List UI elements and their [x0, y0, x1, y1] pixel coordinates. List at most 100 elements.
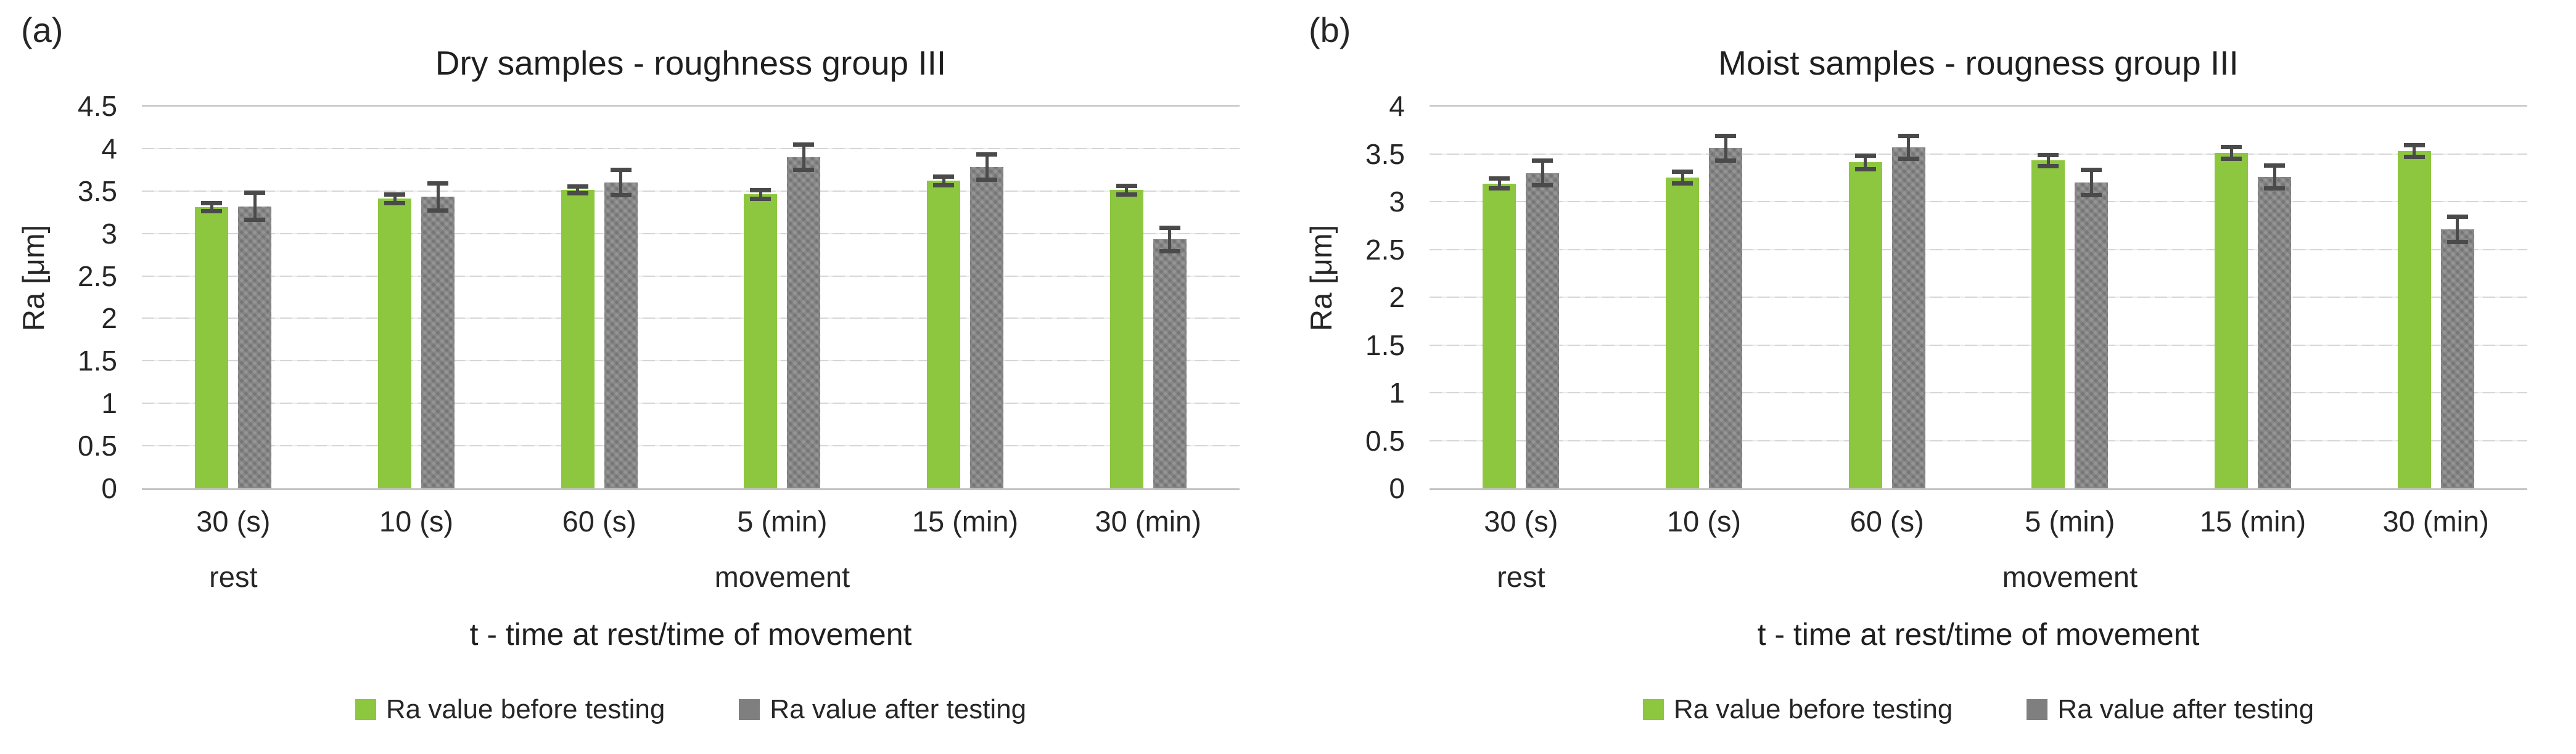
error-bar-cap-top	[2403, 143, 2425, 148]
gridline	[1430, 297, 2527, 298]
legend-swatch-after	[2027, 699, 2048, 720]
error-bar-whisker	[1497, 178, 1501, 189]
legend-label: Ra value before testing	[385, 694, 665, 724]
error-bar-cap-bottom	[933, 182, 954, 187]
error-bar-cap-bottom	[976, 178, 997, 182]
gridline	[142, 147, 1240, 149]
error-bar-cap-bottom	[2221, 156, 2242, 161]
error-bar-whisker	[576, 186, 580, 194]
panel-corner-label: (b)	[1309, 10, 1351, 49]
x-group-label: movement	[2002, 560, 2138, 593]
y-tick-label: 2	[101, 302, 117, 335]
error-bar-whisker	[1125, 186, 1129, 195]
y-tick-label: 3	[1389, 186, 1405, 218]
bar-before-testing	[195, 207, 229, 488]
bar-after-testing	[1153, 239, 1187, 488]
gridline	[142, 403, 1240, 404]
plot-area	[142, 105, 1240, 490]
error-bar-whisker	[1864, 155, 1867, 170]
y-tick-label: 0.5	[1365, 424, 1405, 457]
legend-entry: Ra value before testing	[1642, 694, 1953, 725]
error-bar-cap-top	[933, 174, 954, 179]
error-bar-cap-bottom	[1672, 181, 1693, 186]
error-bar-cap-bottom	[2081, 192, 2102, 197]
legend-entry: Ra value after testing	[739, 694, 1026, 725]
error-bar-cap-bottom	[384, 200, 405, 205]
error-bar-cap-bottom	[2403, 154, 2425, 159]
error-bar-cap-bottom	[1854, 166, 1876, 171]
bar-before-testing	[1483, 183, 1516, 488]
bar-after-testing	[2075, 182, 2109, 488]
bar-after-testing	[2258, 176, 2291, 488]
error-bar-cap-top	[2081, 168, 2102, 173]
error-bar-whisker	[2046, 155, 2050, 166]
error-bar-cap-bottom	[793, 167, 815, 172]
error-bar-cap-top	[201, 200, 223, 205]
gridline	[1430, 105, 2527, 107]
gridline	[142, 275, 1240, 277]
error-bar-cap-top	[567, 184, 588, 189]
gridline	[1430, 248, 2527, 250]
chart-title: Moist samples - rougness group III	[1718, 44, 2239, 82]
x-category-label: 30 (s)	[1484, 505, 1558, 538]
error-bar-cap-bottom	[1116, 192, 1137, 197]
y-tick-label: 2.5	[78, 260, 117, 292]
error-bar-cap-top	[1489, 176, 1510, 181]
x-category-label: 15 (min)	[2199, 505, 2306, 538]
y-tick-label: 4	[1389, 90, 1405, 122]
error-bar-whisker	[2229, 147, 2233, 159]
x-axis-title: t - time at rest/time of movement	[1757, 617, 2200, 652]
error-bar-cap-top	[1159, 225, 1180, 230]
y-tick-label: 4.5	[78, 90, 117, 122]
legend-entry: Ra value before testing	[355, 694, 665, 725]
error-bar-cap-bottom	[567, 191, 588, 196]
error-bar-cap-top	[384, 192, 405, 197]
legend-swatch-before	[1642, 699, 1664, 720]
error-bar-cap-top	[976, 152, 997, 157]
y-tick-label: 1.5	[1365, 329, 1405, 361]
error-bar-cap-bottom	[1715, 158, 1736, 163]
legend: Ra value before testing Ra value after te…	[1430, 694, 2527, 725]
y-tick-label: 0	[1389, 472, 1405, 504]
x-category-label: 60 (s)	[562, 505, 636, 538]
x-category-label: 10 (s)	[1666, 505, 1742, 538]
bar-after-testing	[787, 157, 821, 488]
bar-after-testing	[604, 182, 638, 488]
error-bar-whisker	[2456, 216, 2459, 242]
error-bar-cap-top	[750, 187, 772, 192]
error-bar-whisker	[985, 154, 989, 180]
error-bar-cap-top	[2038, 152, 2059, 157]
gridline	[142, 318, 1240, 319]
error-bar-cap-bottom	[1532, 183, 1553, 188]
error-bar-whisker	[2413, 145, 2416, 157]
error-bar-whisker	[1541, 160, 1544, 186]
chart-title: Dry samples - roughness group III	[435, 44, 947, 82]
error-bar-whisker	[2089, 170, 2093, 195]
error-bar-whisker	[802, 144, 805, 170]
error-bar-cap-bottom	[244, 218, 266, 223]
x-category-label: 5 (min)	[2025, 505, 2115, 538]
error-bar-cap-bottom	[427, 208, 448, 213]
error-bar-cap-top	[793, 142, 815, 147]
x-category-label: 30 (min)	[1095, 505, 1201, 538]
legend-label: Ra value after testing	[2057, 694, 2315, 724]
x-category-label: 5 (min)	[737, 505, 828, 538]
error-bar-whisker	[942, 176, 945, 186]
gridline	[1430, 392, 2527, 393]
bar-before-testing	[378, 199, 411, 488]
error-bar-whisker	[1168, 227, 1172, 252]
error-bar-whisker	[1907, 136, 1911, 159]
legend-label: Ra value before testing	[1673, 694, 1953, 724]
bar-before-testing	[744, 194, 778, 488]
bar-after-testing	[1709, 148, 1742, 488]
bar-after-testing	[1526, 173, 1560, 488]
plot-area	[1430, 105, 2527, 490]
bar-after-testing	[238, 206, 272, 488]
error-bar-cap-top	[2221, 145, 2242, 150]
error-bar-cap-top	[1715, 133, 1736, 138]
x-group-label: movement	[714, 560, 850, 593]
panel-corner-label: (a)	[21, 10, 64, 49]
error-bar-cap-bottom	[2264, 186, 2285, 191]
error-bar-whisker	[619, 170, 623, 195]
